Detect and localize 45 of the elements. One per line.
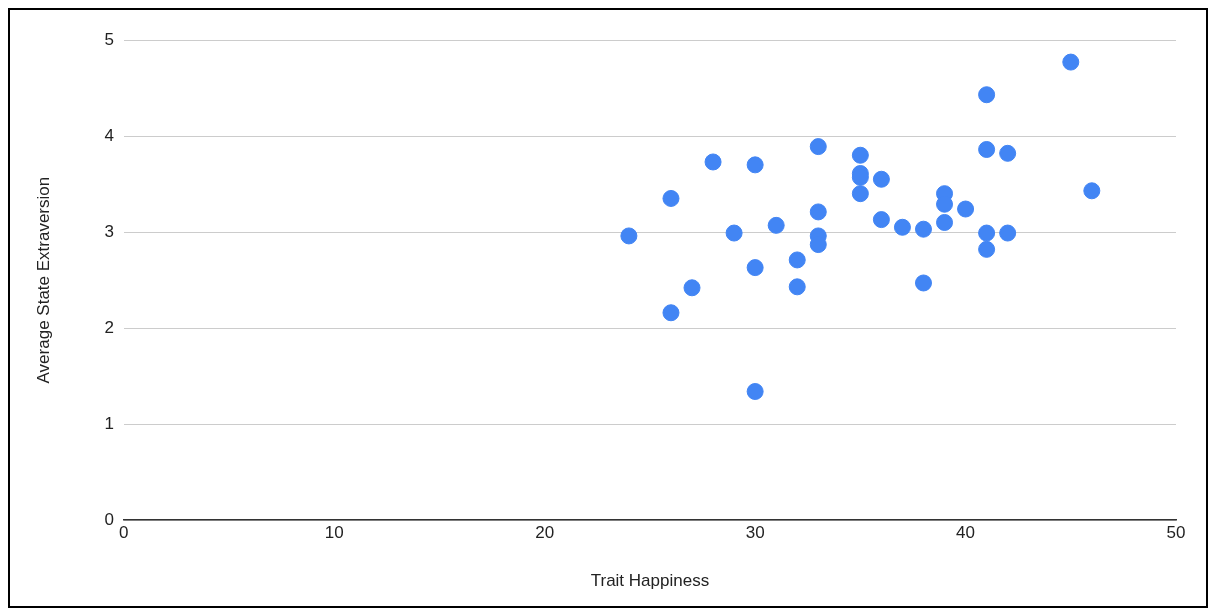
point xyxy=(809,138,827,156)
point xyxy=(914,220,932,238)
point xyxy=(788,278,806,296)
point xyxy=(914,274,932,292)
point xyxy=(851,146,869,164)
point xyxy=(746,156,764,174)
point xyxy=(872,211,890,229)
point xyxy=(978,224,996,242)
x-tick-label: 20 xyxy=(535,523,555,543)
y-axis-title: Average State Extraversion xyxy=(33,176,53,384)
y-tick-label: 4 xyxy=(104,125,114,145)
point xyxy=(1062,53,1080,71)
point xyxy=(683,279,701,297)
point xyxy=(978,140,996,158)
x-tick-label: 10 xyxy=(324,523,344,543)
y-tick-label: 1 xyxy=(104,413,114,433)
point xyxy=(978,86,996,104)
point xyxy=(936,213,954,231)
point xyxy=(662,304,680,322)
x-tick-label: 40 xyxy=(956,523,976,543)
point xyxy=(767,216,785,234)
point xyxy=(725,224,743,242)
x-axis-title: Trait Happiness xyxy=(590,571,710,591)
y-tick-label: 2 xyxy=(104,317,114,337)
point xyxy=(851,185,869,203)
y-tick-label: 0 xyxy=(104,509,114,529)
x-tick-label: 0 xyxy=(119,523,129,543)
point xyxy=(872,170,890,188)
point xyxy=(746,383,764,401)
point xyxy=(957,200,975,218)
point xyxy=(788,251,806,269)
x-tick-label: 50 xyxy=(1166,523,1186,543)
point xyxy=(999,224,1017,242)
point xyxy=(746,259,764,277)
point xyxy=(999,144,1017,162)
x-tick-label: 30 xyxy=(745,523,765,543)
y-tick-label: 5 xyxy=(104,29,114,49)
point xyxy=(1083,182,1101,200)
point xyxy=(704,153,722,171)
point xyxy=(662,189,680,207)
point xyxy=(978,240,996,258)
y-tick-label: 3 xyxy=(104,221,114,241)
point xyxy=(893,218,911,236)
point xyxy=(809,203,827,221)
point xyxy=(620,227,638,245)
